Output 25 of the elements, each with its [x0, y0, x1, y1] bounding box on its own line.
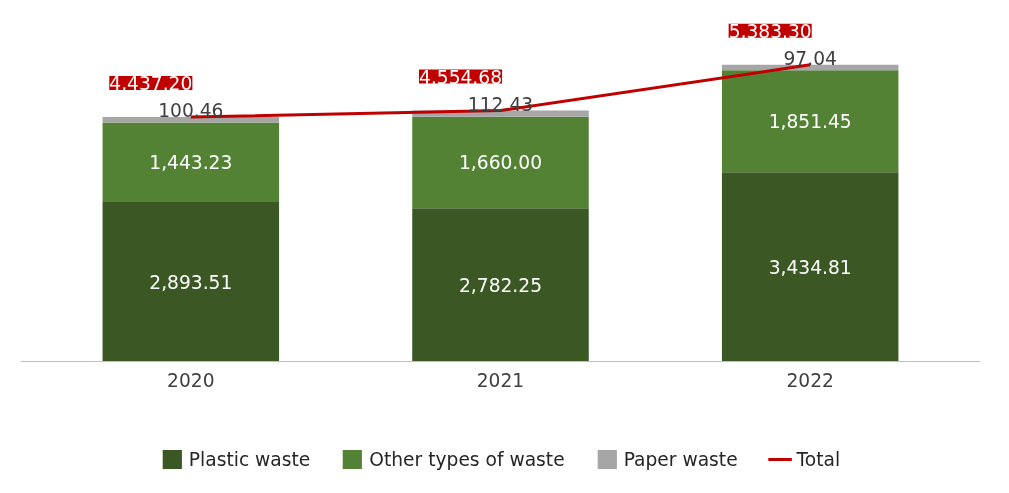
bar [721, 70, 899, 173]
x-tick-label: 2022 [786, 369, 834, 391]
data-label: 100.46 [158, 99, 224, 121]
data-label: 5,383.30 [728, 20, 812, 42]
legend-label: Paper waste [623, 448, 738, 470]
data-label: 4,554.68 [418, 66, 503, 88]
bar [412, 208, 589, 362]
bar [102, 122, 280, 203]
data-label: 1,851.45 [768, 111, 852, 133]
legend-label: Plastic waste [188, 448, 311, 470]
legend-label: Total [796, 448, 841, 470]
bar [721, 172, 899, 362]
x-tick-label: 2021 [476, 369, 525, 391]
data-label: 2,893.51 [149, 271, 233, 293]
data-label: 2,782.25 [458, 274, 543, 296]
legend-label: Other types of waste [369, 448, 565, 470]
data-label: 1,443.23 [149, 152, 233, 174]
bar [102, 116, 280, 123]
bar [412, 116, 589, 209]
data-label: 4,437.20 [109, 72, 193, 94]
data-label: 1,660.00 [458, 152, 543, 174]
x-tick-label: 2020 [167, 369, 215, 391]
data-label: 3,434.81 [768, 256, 852, 278]
bar [102, 202, 280, 362]
data-label: 97.04 [783, 47, 837, 69]
